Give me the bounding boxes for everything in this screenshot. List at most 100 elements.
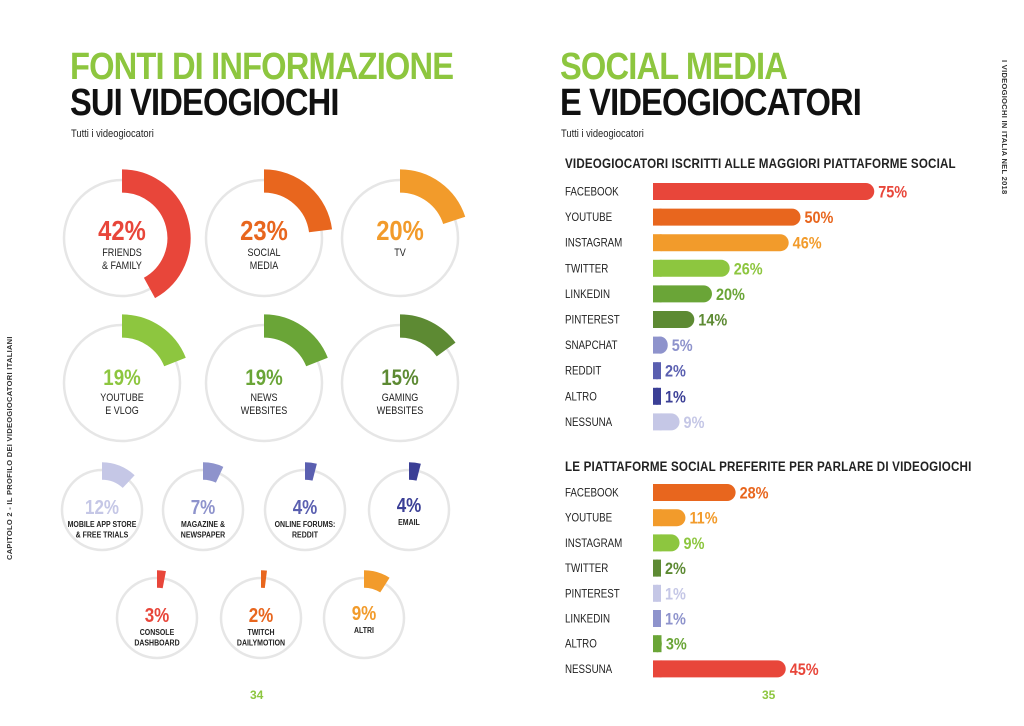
right-title-line2: E VIDEOGIOCATORI <box>560 82 862 124</box>
donut-category-label: & FREE TRIALS <box>76 530 129 540</box>
donut-arc <box>101 462 135 489</box>
bar-cap <box>653 234 662 252</box>
right-subtitle: Tutti i videogiocatori <box>561 128 644 140</box>
bar <box>653 660 786 678</box>
donut-category-label: WEBSITES <box>241 405 288 417</box>
bar-value-label: 1% <box>665 388 686 406</box>
bar-cap <box>653 559 661 577</box>
donut-category-label: NEWSPAPER <box>181 530 226 540</box>
bar-category-label: REDDIT <box>565 365 602 378</box>
donut-arc <box>304 462 317 481</box>
donut-item: 7%MAGAZINE &NEWSPAPER <box>161 462 245 552</box>
bar-chart-2-title: LE PIATTAFORME SOCIAL PREFERITE PER PARL… <box>565 459 972 474</box>
bar-value-label: 45% <box>790 661 819 679</box>
donut-category-label: ONLINE FORUMS: <box>275 519 336 529</box>
bar-value-label: 46% <box>793 235 822 253</box>
bar-row: REDDIT 2% <box>565 362 686 381</box>
bar-cap <box>653 311 662 328</box>
right-sidebar-text: I VIDEOGIOCHI IN ITALIA NEL 2018 <box>1000 60 1009 195</box>
donut-percent-label: 4% <box>397 494 422 517</box>
bar-category-label: INSTAGRAM <box>565 237 622 250</box>
bar-value-label: 3% <box>666 636 687 654</box>
social-bar-charts: FACEBOOK 75% YOUTUBE 50% INSTAGRAM 46% TWITTER… <box>565 183 907 679</box>
bar <box>653 183 875 200</box>
bar-row: LINKEDIN 1% <box>565 610 686 629</box>
bar-category-label: TWITTER <box>565 562 609 575</box>
bar <box>653 208 801 226</box>
donut-category-label: YOUTUBE <box>100 392 144 404</box>
left-page-number: 34 <box>250 688 264 702</box>
bar-value-label: 9% <box>684 535 705 553</box>
donut-percent-label: 15% <box>381 367 418 391</box>
bar <box>653 484 736 501</box>
bar-row: YOUTUBE 11% <box>565 509 718 528</box>
bar-row: TWITTER 2% <box>565 559 686 578</box>
bar-value-label: 11% <box>689 510 717 528</box>
bar-category-label: SNAPCHAT <box>565 339 618 352</box>
bar-row: FACEBOOK 28% <box>565 484 769 503</box>
donut-arc <box>121 314 186 367</box>
donut-category-label: MEDIA <box>250 260 279 272</box>
bar-category-label: NESSUNA <box>565 663 613 676</box>
donut-arc <box>202 462 224 483</box>
bar-value-label: 75% <box>878 183 907 201</box>
bar-value-label: 28% <box>740 484 769 502</box>
donut-category-label: TWITCH <box>247 627 274 637</box>
bar-category-label: YOUTUBE <box>565 211 612 224</box>
bar-row: FACEBOOK 75% <box>565 183 907 202</box>
donut-arc <box>121 169 191 299</box>
bar-row: INSTAGRAM 9% <box>565 534 704 553</box>
donut-arc <box>363 570 390 593</box>
bar-cap <box>653 584 661 602</box>
donut-item: 9%ALTRI <box>322 570 406 660</box>
bar-cap <box>653 413 662 431</box>
donut-category-label: TV <box>394 247 406 259</box>
bar-cap <box>653 208 662 226</box>
donut-category-label: E VLOG <box>105 405 139 417</box>
donut-item: 4%EMAIL <box>367 462 451 552</box>
left-subtitle: Tutti i videogiocatori <box>71 128 154 140</box>
bar-row: NESSUNA 45% <box>565 660 819 679</box>
bar-value-label: 2% <box>665 560 686 578</box>
donut-category-label: WEBSITES <box>377 405 424 417</box>
bar-category-label: INSTAGRAM <box>565 537 622 550</box>
donut-ring <box>115 576 199 660</box>
bar-cap <box>653 484 662 501</box>
bar <box>653 234 789 252</box>
left-title-line1: FONTI DI INFORMAZIONE <box>70 46 454 88</box>
donut-item: 20%TV <box>340 169 466 298</box>
donut-arc <box>399 169 466 225</box>
bar-value-label: 1% <box>665 610 686 628</box>
bar-cap <box>653 183 662 200</box>
donut-arc <box>399 314 456 357</box>
bar-category-label: TWITTER <box>565 263 609 276</box>
right-page-number: 35 <box>762 688 776 702</box>
donut-item: 12%MOBILE APP STORE& FREE TRIALS <box>60 462 144 552</box>
sources-donut-chart: 42%FRIENDS& FAMILY23%SOCIALMEDIA20%TV19%… <box>60 169 466 660</box>
bar-cap <box>653 534 662 552</box>
donut-arc <box>263 169 333 233</box>
bar-category-label: PINTEREST <box>565 588 620 601</box>
bar-category-label: ALTRO <box>565 391 597 404</box>
bar-cap <box>653 362 661 380</box>
bar-row: ALTRO 1% <box>565 387 686 407</box>
donut-percent-label: 19% <box>103 367 140 391</box>
donut-percent-label: 2% <box>249 604 274 627</box>
bar-category-label: ALTRO <box>565 638 597 651</box>
donut-percent-label: 12% <box>85 496 119 519</box>
donut-percent-label: 3% <box>145 604 170 627</box>
donut-category-label: GAMING <box>382 392 419 404</box>
bar-row: LINKEDIN 20% <box>565 285 745 304</box>
donut-percent-label: 7% <box>191 496 216 519</box>
donut-category-label: NEWS <box>250 392 277 404</box>
bar-cap <box>653 336 662 354</box>
donut-category-label: FRIENDS <box>102 247 142 259</box>
bar-value-label: 14% <box>698 311 727 329</box>
donut-category-label: ALTRI <box>354 625 374 635</box>
bar-chart-1-title: VIDEOGIOCATORI ISCRITTI ALLE MAGGIORI PI… <box>565 156 956 171</box>
bar-value-label: 26% <box>734 260 763 278</box>
donut-category-label: EMAIL <box>398 517 420 527</box>
